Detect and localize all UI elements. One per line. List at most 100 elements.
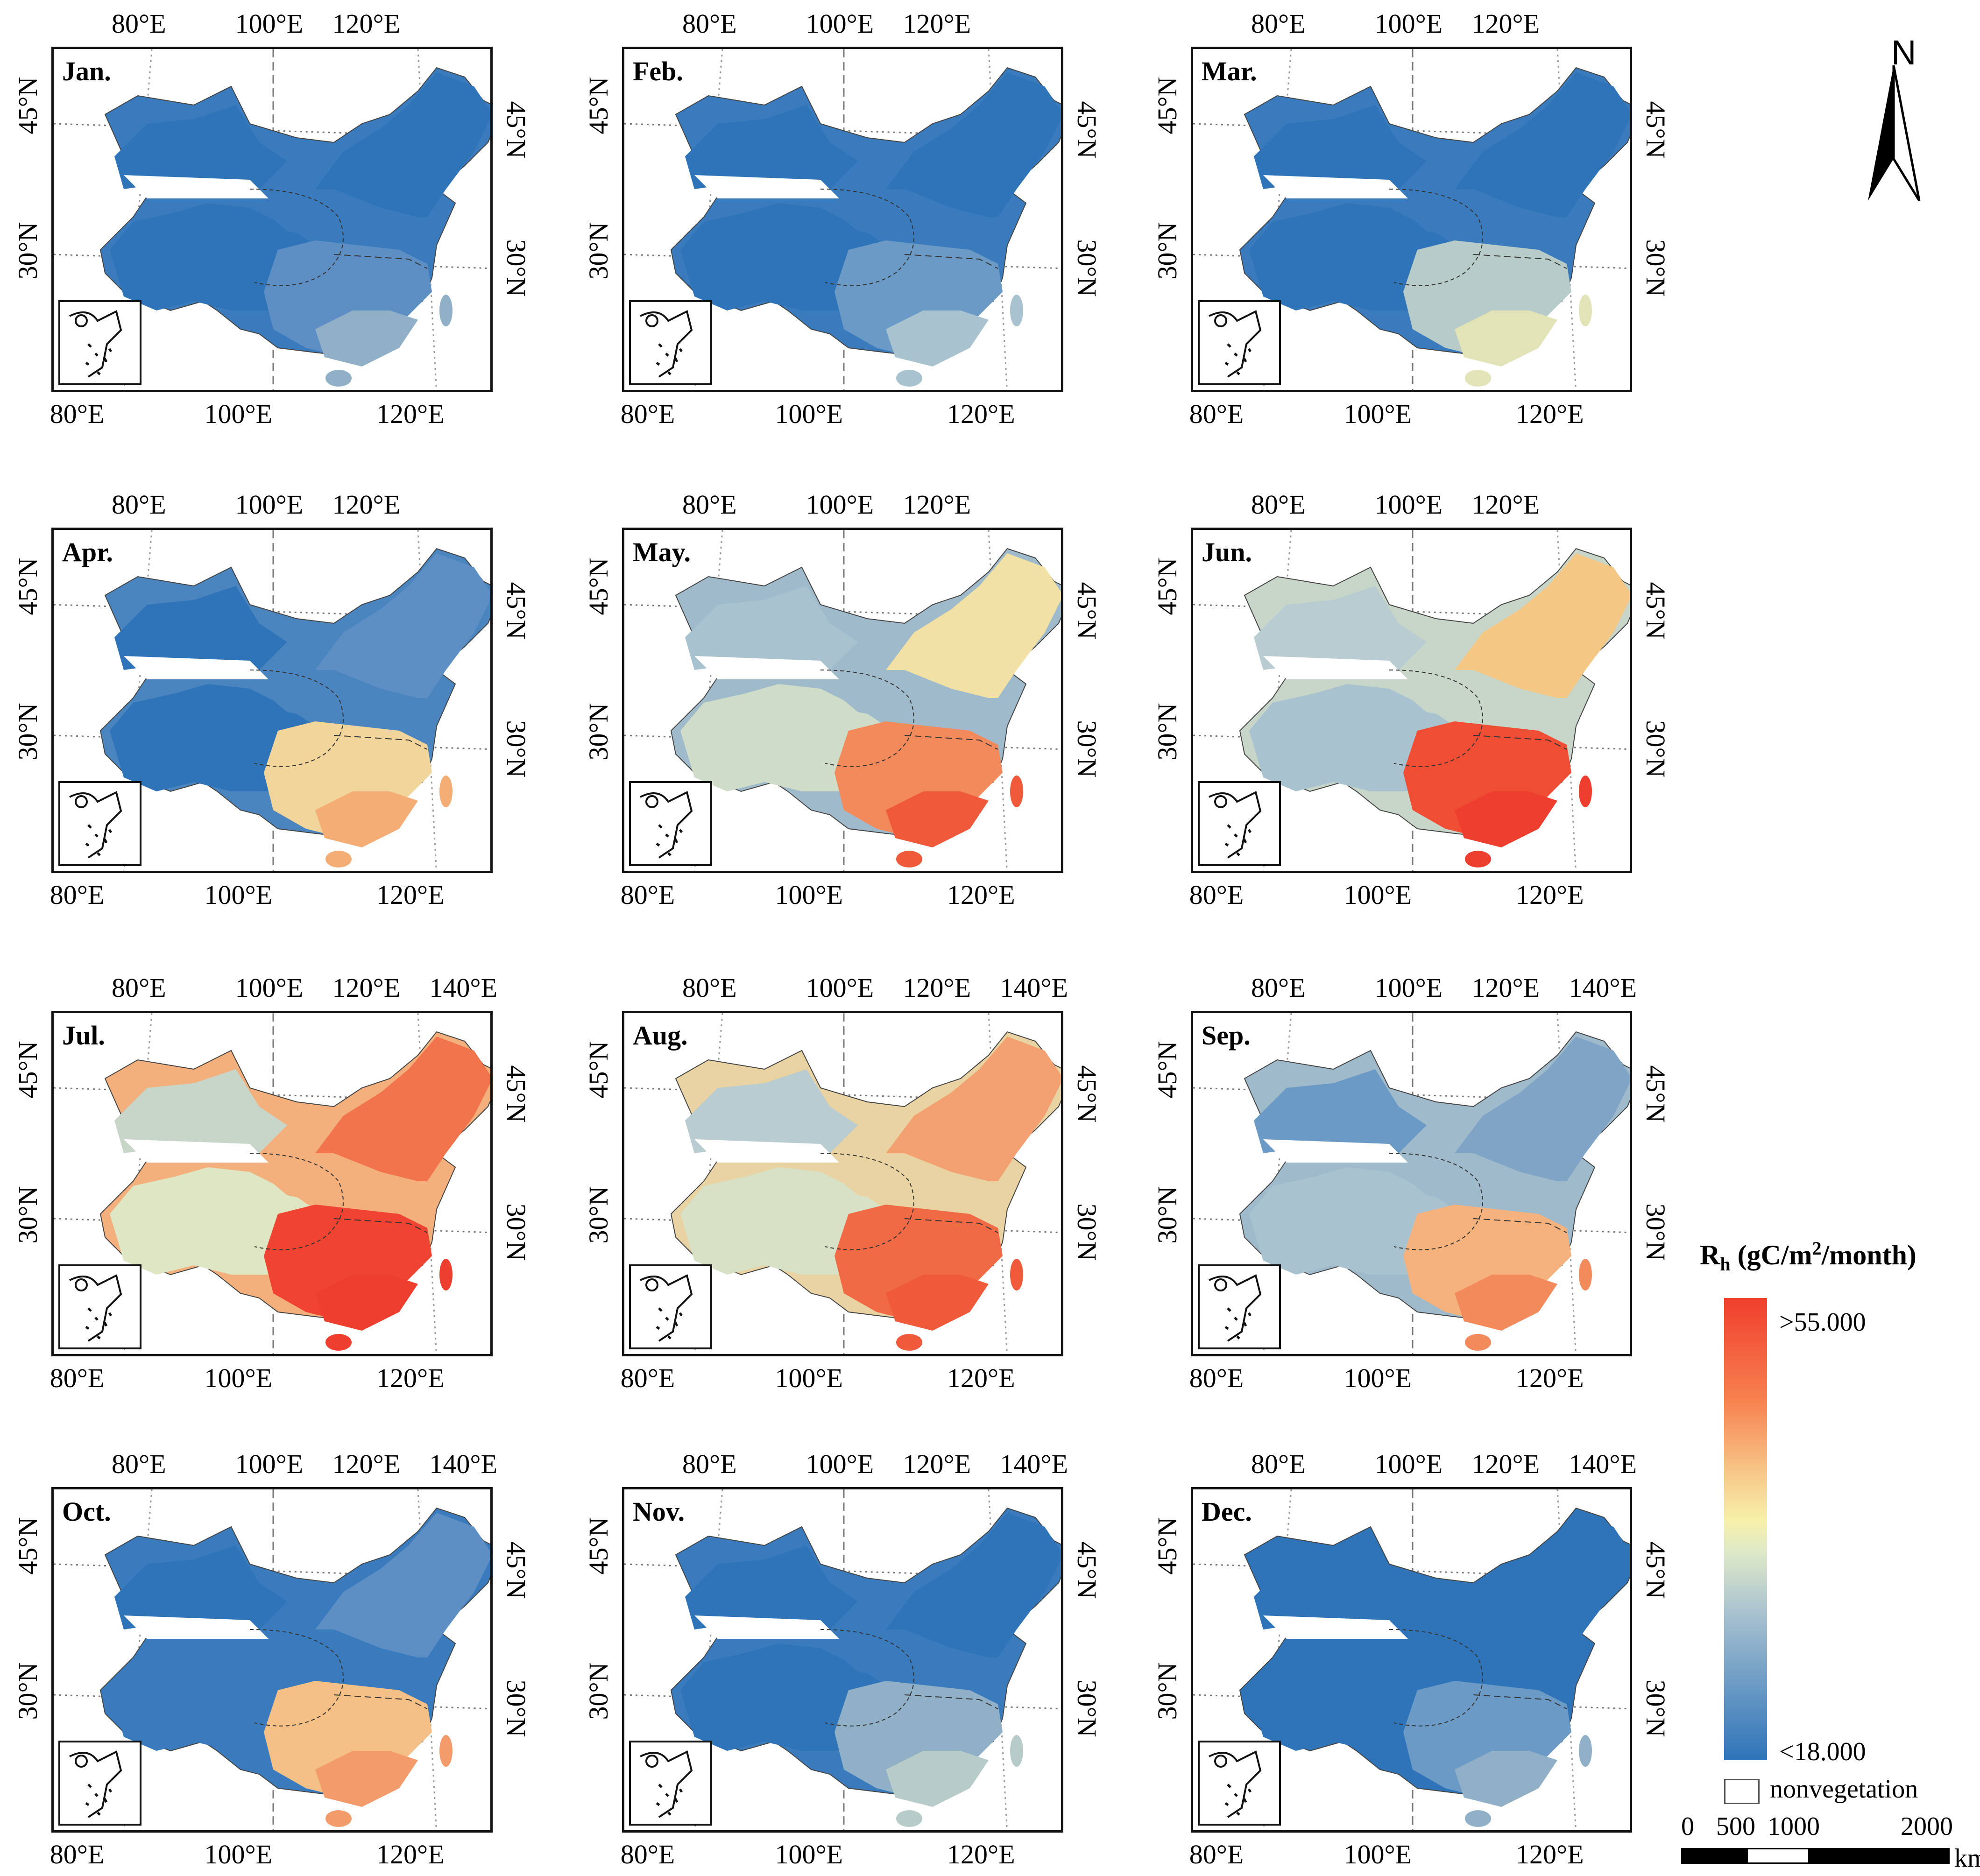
month-label: Jul.	[62, 1020, 105, 1051]
north-label: N	[1891, 33, 1916, 72]
nonvegetation-area	[1263, 656, 1408, 679]
inset-island	[1214, 795, 1227, 808]
north-china-region	[830, 670, 998, 726]
north-china-region	[1399, 189, 1567, 245]
left-latitude-label: 45°N	[583, 77, 614, 134]
right-latitude-label: 30°N	[1072, 1203, 1102, 1261]
left-latitude-label: 45°N	[583, 1041, 614, 1099]
taiwan-island	[1010, 1735, 1023, 1767]
taiwan-island	[1579, 1735, 1592, 1767]
northeast-region	[886, 553, 1061, 698]
south-china-region	[315, 791, 418, 847]
bottom-longitude-label: 80°E	[50, 399, 105, 429]
inset-island	[645, 1278, 658, 1291]
top-longitude-label: 80°E	[112, 1449, 166, 1479]
northwest-region	[685, 1545, 858, 1629]
nonvegetation-area	[694, 175, 839, 198]
month-label: Oct.	[62, 1496, 111, 1527]
legend-title-units-b: /month)	[1821, 1240, 1916, 1270]
map-frame: Jan.	[51, 47, 493, 392]
bottom-longitude-label: 120°E	[1516, 880, 1584, 910]
map-frame: Sep.	[1191, 1011, 1632, 1356]
northeast-region	[1455, 1037, 1630, 1181]
top-longitude-label: 100°E	[235, 973, 304, 1003]
bottom-longitude-label: 80°E	[50, 1363, 105, 1393]
south-china-region	[1455, 1275, 1557, 1331]
inset-map	[1209, 310, 1262, 378]
inset-island	[645, 314, 658, 327]
bottom-longitude-label: 100°E	[775, 880, 843, 910]
south-china-region	[315, 310, 418, 367]
south-china-region	[886, 791, 989, 847]
inset-coastline	[69, 310, 122, 378]
scale-label-1000: 1000	[1768, 1812, 1820, 1841]
inset-map	[640, 1274, 693, 1342]
region-boundary	[1473, 1218, 1567, 1233]
taiwan-island	[1579, 295, 1592, 326]
inset-islands	[656, 1307, 683, 1340]
region-boundary	[820, 189, 914, 286]
south-china-region	[1455, 310, 1557, 367]
inset-island	[1214, 314, 1227, 327]
hainan-island	[896, 851, 922, 867]
region-boundary	[249, 1153, 344, 1250]
inset-coastline	[640, 1750, 693, 1818]
northwest-region	[685, 586, 858, 670]
taiwan-island	[1010, 295, 1023, 326]
inset-island	[75, 314, 88, 327]
china-map	[1193, 49, 1630, 390]
legend-max-label: >55.000	[1779, 1308, 1866, 1337]
right-latitude-label: 45°N	[1072, 101, 1102, 159]
top-longitude-label: 120°E	[332, 8, 401, 39]
top-longitude-label: 100°E	[806, 973, 874, 1003]
north-china-region	[1399, 1153, 1567, 1209]
hainan-island	[325, 1334, 352, 1351]
top-longitude-label: 80°E	[1251, 8, 1306, 39]
hainan-island	[1465, 1810, 1491, 1827]
region-boundary	[1473, 1694, 1567, 1709]
inset-coastline	[1209, 310, 1262, 378]
left-latitude-label: 45°N	[13, 1041, 43, 1099]
inset-map	[1209, 791, 1262, 859]
northwest-region	[685, 1069, 858, 1153]
top-longitude-label: 100°E	[806, 489, 874, 520]
right-latitude-label: 45°N	[1072, 1541, 1102, 1599]
top-longitude-label: 80°E	[682, 8, 737, 39]
bottom-longitude-label: 80°E	[620, 1839, 675, 1869]
top-longitude-label: 80°E	[112, 973, 166, 1003]
china-map	[624, 49, 1061, 390]
top-longitude-label: 140°E	[1569, 1449, 1637, 1479]
nonvegetation-area	[124, 656, 269, 679]
bottom-longitude-label: 100°E	[775, 399, 843, 429]
region-boundary	[333, 254, 428, 269]
right-latitude-label: 45°N	[1641, 1541, 1671, 1599]
north-china-region	[1399, 670, 1567, 726]
region-boundary	[249, 1629, 344, 1727]
map-frame: Aug.	[622, 1011, 1063, 1356]
south-china-sea-inset	[58, 781, 141, 866]
scale-label-500: 500	[1716, 1812, 1755, 1841]
bottom-longitude-label: 120°E	[1516, 1363, 1584, 1393]
bottom-longitude-label: 120°E	[1516, 399, 1584, 429]
northeast-region	[315, 72, 490, 217]
taiwan-island	[1010, 1259, 1023, 1291]
left-latitude-label: 45°N	[1152, 77, 1182, 134]
inset-coastline	[640, 310, 693, 378]
region-boundary	[820, 1153, 914, 1250]
right-latitude-label: 30°N	[501, 239, 531, 297]
bottom-longitude-label: 120°E	[1516, 1839, 1584, 1869]
month-label: Apr.	[62, 537, 113, 567]
right-latitude-label: 30°N	[501, 1203, 531, 1261]
right-latitude-label: 45°N	[1072, 1065, 1102, 1123]
bottom-longitude-label: 120°E	[376, 1363, 445, 1393]
left-latitude-label: 45°N	[583, 557, 614, 615]
top-longitude-label: 100°E	[1374, 1449, 1443, 1479]
north-china-region	[830, 189, 998, 245]
inset-islands	[85, 343, 113, 375]
top-longitude-label: 80°E	[1251, 973, 1306, 1003]
colorbar	[1724, 1298, 1767, 1760]
south-china-region	[886, 1275, 989, 1331]
right-latitude-label: 30°N	[1072, 720, 1102, 778]
top-longitude-label: 80°E	[682, 1449, 737, 1479]
